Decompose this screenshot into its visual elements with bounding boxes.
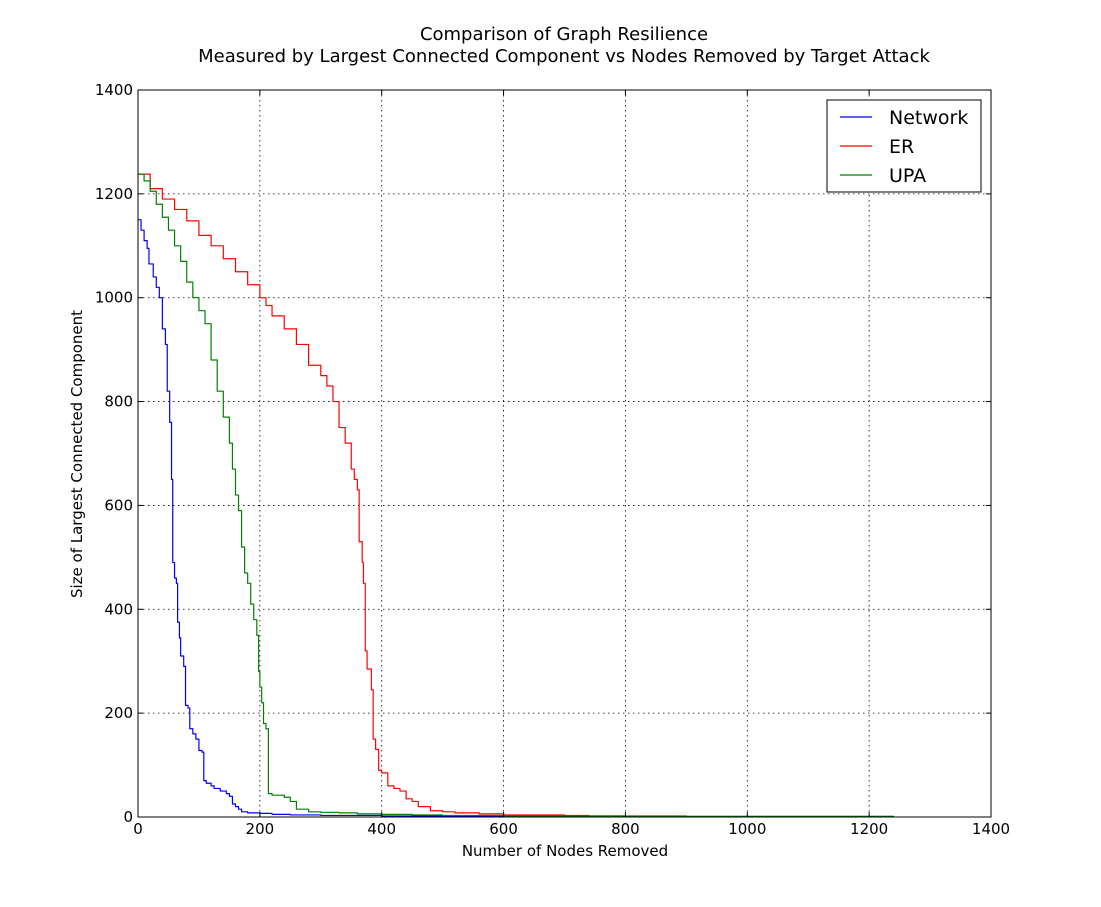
y-axis-label: Size of Largest Connected Component [68, 310, 86, 598]
x-tick-label: 1200 [850, 820, 888, 838]
ticks: 0 200 400 600 800 1000 1200 1400 0 200 400 600 800 10… [95, 81, 1010, 838]
x-tick-label: 1000 [728, 820, 766, 838]
x-tick-label: 1400 [972, 820, 1010, 838]
chart-title: Comparison of Graph Resilience [420, 24, 708, 45]
legend: Network ER UPA [826, 99, 982, 193]
y-tick-label: 800 [104, 393, 133, 411]
chart-subtitle: Measured by Largest Connected Component … [198, 46, 930, 67]
y-tick-label: 400 [104, 600, 133, 618]
y-tick-label: 600 [104, 496, 133, 514]
series-line-er [138, 173, 895, 818]
y-tick-label: 0 [123, 808, 133, 826]
series-line-upa [138, 173, 895, 818]
y-tick-label: 1000 [95, 289, 133, 307]
x-tick-label: 600 [489, 820, 518, 838]
series-line-network [138, 219, 895, 818]
series-lines [138, 173, 895, 818]
plot-frame [137, 89, 992, 818]
x-tick-label: 800 [611, 820, 640, 838]
legend-label-upa: UPA [889, 165, 926, 187]
y-tick-label: 1200 [95, 185, 133, 203]
grid [138, 90, 991, 817]
y-tick-label: 1400 [95, 81, 133, 99]
x-axis-label: Number of Nodes Removed [462, 842, 668, 860]
x-tick-label: 400 [367, 820, 396, 838]
y-tick-label: 200 [104, 704, 133, 722]
legend-label-network: Network [889, 107, 968, 129]
legend-label-er: ER [889, 136, 914, 158]
x-tick-label: 0 [133, 820, 143, 838]
x-tick-label: 200 [246, 820, 275, 838]
